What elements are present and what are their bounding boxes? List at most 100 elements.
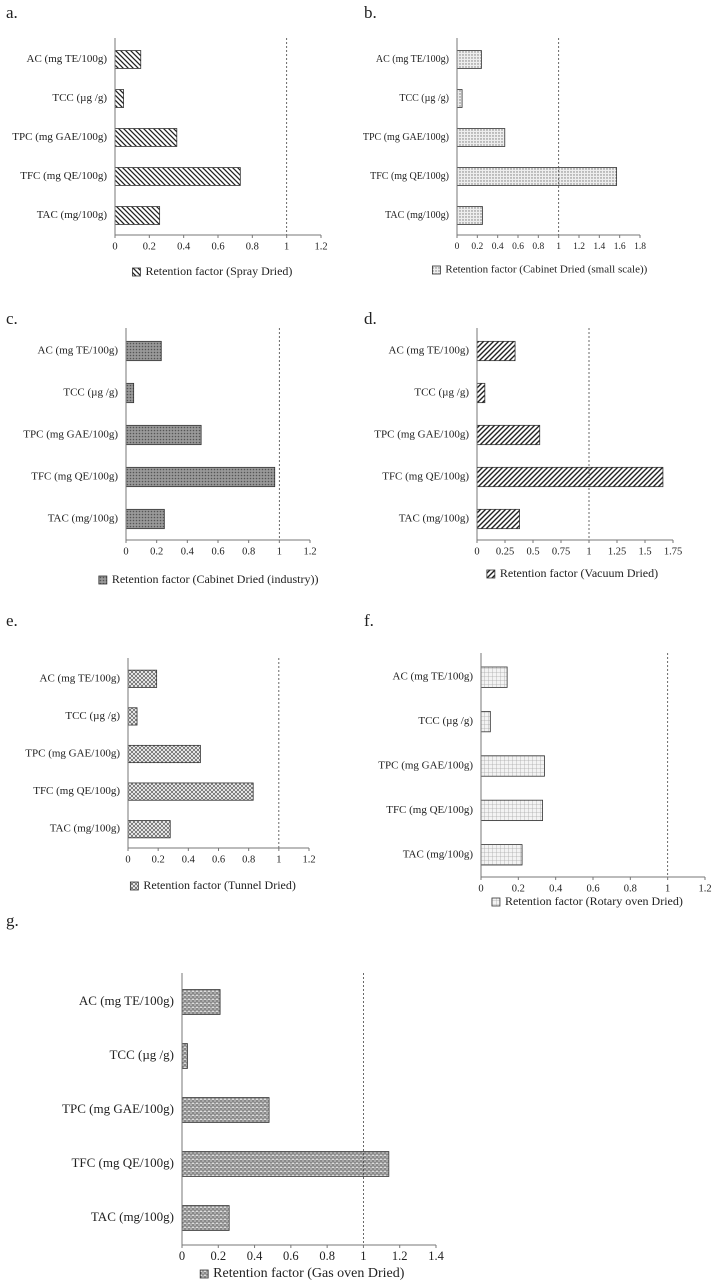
x-tick-label: 1.5 <box>638 546 651 557</box>
panel-label: a. <box>6 3 18 22</box>
x-tick-label: 0 <box>179 1249 185 1263</box>
x-tick-label: 0.2 <box>143 241 156 252</box>
x-tick-label: 0.8 <box>242 854 255 865</box>
x-tick-label: 1.2 <box>314 241 327 252</box>
bar <box>181 1151 390 1177</box>
legend-label: Retention factor (Cabinet Dried (small s… <box>445 264 647 276</box>
legend-swatch <box>199 1269 209 1279</box>
bar <box>456 167 618 186</box>
y-tick-label: TPC (mg GAE/100g) <box>25 748 120 760</box>
y-tick-label: TFC (mg QE/100g) <box>386 804 473 816</box>
x-tick-label: 1 <box>586 546 591 557</box>
x-tick-label: 1.2 <box>573 242 585 252</box>
y-tick-label: TPC (mg GAE/100g) <box>62 1101 174 1116</box>
y-tick-label: TFC (mg QE/100g) <box>33 785 120 797</box>
x-tick-label: 0 <box>455 242 460 252</box>
bar <box>476 508 520 530</box>
bar <box>127 820 171 839</box>
y-tick-label: TCC (µg /g) <box>418 715 473 727</box>
y-tick-label: TPC (mg GAE/100g) <box>378 760 473 772</box>
x-tick-label: 1 <box>556 242 561 252</box>
bar <box>480 755 545 777</box>
y-tick-label: AC (mg TE/100g) <box>389 345 470 357</box>
y-tick-label: TCC (µg /g) <box>65 710 120 722</box>
x-tick-label: 0 <box>478 883 483 894</box>
legend-label: Retention factor (Spray Dried) <box>145 264 292 278</box>
bar <box>480 666 508 688</box>
x-tick-label: 0.4 <box>177 241 191 252</box>
legend-label: Retention factor (Gas oven Dried) <box>213 1266 405 1281</box>
bar <box>476 424 541 446</box>
bar <box>127 669 158 688</box>
x-tick-label: 1.2 <box>302 854 315 865</box>
bar <box>114 50 142 69</box>
y-tick-label: TPC (mg GAE/100g) <box>374 429 469 441</box>
legend-swatch <box>98 575 108 585</box>
y-tick-label: TAC (mg/100g) <box>91 1209 174 1224</box>
x-tick-label: 0.8 <box>246 241 259 252</box>
legend-label: Retention factor (Cabinet Dried (industr… <box>112 572 319 586</box>
y-tick-label: TAC (mg/100g) <box>399 513 470 525</box>
bar <box>181 1205 230 1231</box>
panel-label: g. <box>6 911 19 930</box>
y-tick-label: TCC (µg /g) <box>109 1047 174 1062</box>
x-tick-label: 1.2 <box>303 546 316 557</box>
y-tick-label: TCC (µg /g) <box>52 92 107 104</box>
y-tick-label: TFC (mg QE/100g) <box>382 471 469 483</box>
x-tick-label: 0.4 <box>492 242 504 252</box>
legend-swatch <box>132 267 141 277</box>
y-tick-label: TCC (µg /g) <box>399 93 449 104</box>
x-tick-label: 0.4 <box>247 1249 263 1263</box>
x-tick-label: 0 <box>474 546 479 557</box>
y-tick-label: TFC (mg QE/100g) <box>31 471 118 483</box>
bar <box>127 707 138 726</box>
x-tick-label: 1.2 <box>698 883 711 894</box>
x-tick-label: 1.6 <box>614 242 626 252</box>
y-tick-label: TCC (µg /g) <box>414 387 469 399</box>
bar <box>476 382 486 404</box>
x-tick-label: 0.6 <box>586 883 599 894</box>
panel-label: d. <box>364 309 377 328</box>
bar <box>114 167 241 186</box>
y-tick-label: TFC (mg QE/100g) <box>20 170 107 182</box>
x-tick-label: 0.5 <box>526 546 539 557</box>
x-tick-label: 0.2 <box>210 1249 226 1263</box>
x-tick-label: 1 <box>665 883 670 894</box>
x-tick-label: 0.6 <box>283 1249 299 1263</box>
y-tick-label: TFC (mg QE/100g) <box>370 171 449 182</box>
panel-label: b. <box>364 3 377 22</box>
bar <box>476 340 516 362</box>
x-tick-label: 1.4 <box>428 1249 444 1263</box>
y-tick-label: AC (mg TE/100g) <box>79 993 174 1008</box>
panel-label: f. <box>364 611 374 630</box>
x-tick-label: 1 <box>360 1249 366 1263</box>
y-tick-label: AC (mg TE/100g) <box>38 345 119 357</box>
x-tick-label: 0.25 <box>496 546 514 557</box>
x-tick-label: 0.8 <box>624 883 637 894</box>
x-tick-label: 1 <box>276 854 281 865</box>
bar <box>127 782 254 801</box>
bar <box>125 340 162 362</box>
bar <box>125 424 202 446</box>
y-tick-label: TPC (mg GAE/100g) <box>363 132 449 143</box>
x-tick-label: 1.2 <box>392 1249 408 1263</box>
x-tick-label: 0 <box>123 546 128 557</box>
y-tick-label: TAC (mg/100g) <box>37 209 108 221</box>
bar <box>480 844 523 866</box>
legend-label: Retention factor (Tunnel Dried) <box>143 878 296 892</box>
y-tick-label: TAC (mg/100g) <box>50 823 121 835</box>
bar <box>456 50 482 69</box>
bar <box>114 206 161 225</box>
x-tick-label: 0.2 <box>471 242 483 252</box>
x-tick-label: 1.8 <box>634 242 646 252</box>
y-tick-label: AC (mg TE/100g) <box>393 671 474 683</box>
x-tick-label: 0.6 <box>211 546 224 557</box>
y-tick-label: TFC (mg QE/100g) <box>71 1155 174 1170</box>
bar <box>456 206 483 225</box>
bar <box>181 1097 270 1123</box>
x-tick-label: 0.8 <box>242 546 255 557</box>
y-tick-label: AC (mg TE/100g) <box>27 53 108 65</box>
bar <box>114 89 124 108</box>
bar <box>127 744 201 764</box>
x-tick-label: 1 <box>284 241 289 252</box>
